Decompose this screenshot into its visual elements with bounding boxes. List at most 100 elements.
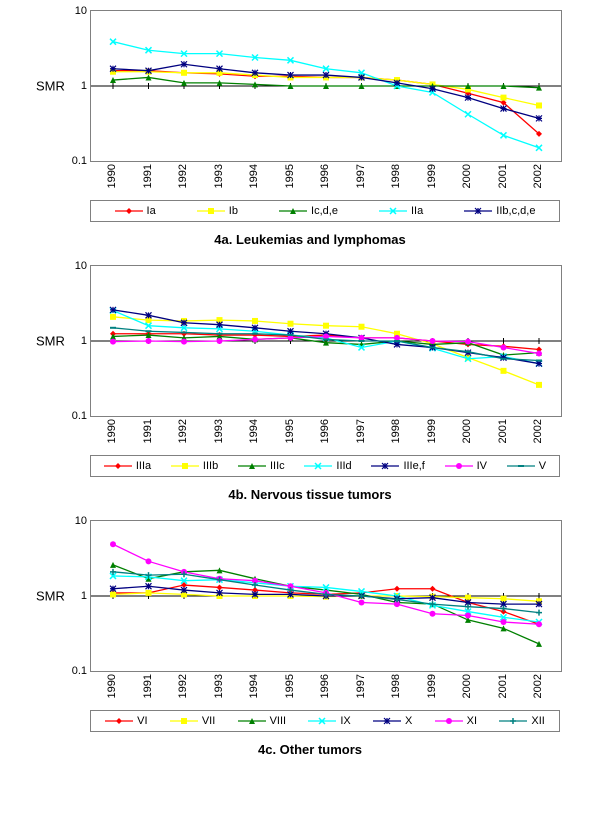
legend-label: XI xyxy=(467,715,477,727)
legend-item: IIIe,f xyxy=(371,460,424,472)
x-tick-label: 1993 xyxy=(213,419,225,443)
legend-label: IIIc xyxy=(270,460,285,472)
x-tick-label: 1990 xyxy=(106,674,118,698)
legend: Ia Ib Ic,d,e IIa IIb,c,d,e xyxy=(90,200,560,222)
x-tick-label: 1993 xyxy=(213,674,225,698)
legend-label: VII xyxy=(202,715,215,727)
x-tick-label: 1996 xyxy=(319,164,331,188)
y-axis-label: SMR xyxy=(36,334,65,349)
legend-label: Ib xyxy=(229,205,238,217)
y-axis-label: SMR xyxy=(36,79,65,94)
x-tick-label: 1998 xyxy=(390,419,402,443)
x-tick-label: 1999 xyxy=(426,419,438,443)
legend-item: XI xyxy=(435,715,477,727)
x-tick-label: 1995 xyxy=(284,419,296,443)
legend-item: X xyxy=(373,715,412,727)
legend-item: IIIc xyxy=(238,460,285,472)
y-axis-label: SMR xyxy=(36,589,65,604)
y-tick-label: 0.1 xyxy=(72,665,91,677)
x-tick-label: 2002 xyxy=(532,674,544,698)
legend-label: IIIe,f xyxy=(403,460,424,472)
x-tick-label: 2001 xyxy=(497,419,509,443)
legend-item: Ia xyxy=(115,205,156,217)
x-tick-label: 1990 xyxy=(106,419,118,443)
chart4c: 0.1110SMR 1990 1991 1992 1993 1994 1995 1996 199… xyxy=(5,520,610,757)
y-tick-label: 10 xyxy=(75,260,91,272)
x-tick-label: 1991 xyxy=(142,674,154,698)
x-tick-label: 2002 xyxy=(532,419,544,443)
legend-item: Ib xyxy=(197,205,238,217)
legend-label: X xyxy=(405,715,412,727)
x-tick-label: 1994 xyxy=(248,164,260,188)
y-tick-label: 1 xyxy=(81,80,91,92)
chart-caption: 4b. Nervous tissue tumors xyxy=(5,487,610,502)
x-tick-label: 1992 xyxy=(177,164,189,188)
legend-item: Ic,d,e xyxy=(279,205,338,217)
legend-item: IIb,c,d,e xyxy=(464,205,535,217)
legend-item: VII xyxy=(170,715,215,727)
chart-plot-area: 0.1110SMR xyxy=(90,520,562,672)
x-tick-label: 2000 xyxy=(461,674,473,698)
y-tick-label: 1 xyxy=(81,335,91,347)
legend-label: IIIa xyxy=(136,460,151,472)
x-tick-label: 1998 xyxy=(390,674,402,698)
chart-caption: 4c. Other tumors xyxy=(5,742,610,757)
x-axis: 1990199119921993199419951996199719981999… xyxy=(90,162,560,200)
x-axis: 1990199119921993199419951996199719981999… xyxy=(90,417,560,455)
legend-label: Ic,d,e xyxy=(311,205,338,217)
legend-item: IV xyxy=(445,460,487,472)
legend-label: IIIb xyxy=(203,460,218,472)
x-tick-label: 1995 xyxy=(284,674,296,698)
chart-plot-area: 0.1110SMR xyxy=(90,265,562,417)
legend-item: VIII xyxy=(238,715,287,727)
x-axis: 1990199119921993199419951996199719981999… xyxy=(90,672,560,710)
y-tick-label: 10 xyxy=(75,515,91,527)
legend-item: IX xyxy=(308,715,350,727)
legend: VI VII VIII IX X XI XII xyxy=(90,710,560,732)
chart4b: 0.1110SMR1990199119921993199419951996199… xyxy=(5,265,610,502)
legend-label: IV xyxy=(477,460,487,472)
legend-label: IX xyxy=(340,715,350,727)
y-tick-label: 0.1 xyxy=(72,155,91,167)
legend-label: V xyxy=(539,460,546,472)
x-tick-label: 2001 xyxy=(497,164,509,188)
x-tick-label: 2002 xyxy=(532,164,544,188)
x-tick-label: 1995 xyxy=(284,164,296,188)
x-tick-label: 2001 xyxy=(497,674,509,698)
x-tick-label: 1996 xyxy=(319,674,331,698)
legend-label: IIa xyxy=(411,205,423,217)
y-tick-label: 0.1 xyxy=(72,410,91,422)
x-tick-label: 1994 xyxy=(248,674,260,698)
x-tick-label: 1999 xyxy=(426,674,438,698)
chart-plot-area: 0.1110SMR xyxy=(90,10,562,162)
legend-label: IIId xyxy=(336,460,351,472)
x-tick-label: 1996 xyxy=(319,419,331,443)
legend-item: VI xyxy=(105,715,147,727)
chart-caption: 4a. Leukemias and lymphomas xyxy=(5,232,610,247)
x-tick-label: 1997 xyxy=(355,419,367,443)
legend: IIIa IIIb IIIc IIId IIIe,f IV V xyxy=(90,455,560,477)
legend-item: IIId xyxy=(304,460,351,472)
legend-item: IIa xyxy=(379,205,423,217)
x-tick-label: 1992 xyxy=(177,674,189,698)
chart4a: 0.1110SMR1990199119921993199419951996199… xyxy=(5,10,610,247)
legend-label: XII xyxy=(531,715,544,727)
legend-label: Ia xyxy=(147,205,156,217)
x-tick-label: 1992 xyxy=(177,419,189,443)
legend-item: IIIb xyxy=(171,460,218,472)
x-tick-label: 2000 xyxy=(461,164,473,188)
legend-label: VI xyxy=(137,715,147,727)
y-tick-label: 10 xyxy=(75,5,91,17)
x-tick-label: 1997 xyxy=(355,164,367,188)
x-tick-label: 1998 xyxy=(390,164,402,188)
legend-item: V xyxy=(507,460,546,472)
x-tick-label: 1991 xyxy=(142,164,154,188)
legend-item: IIIa xyxy=(104,460,151,472)
legend-item: XII xyxy=(499,715,544,727)
legend-label: VIII xyxy=(270,715,287,727)
legend-label: IIb,c,d,e xyxy=(496,205,535,217)
x-tick-label: 2000 xyxy=(461,419,473,443)
y-tick-label: 1 xyxy=(81,590,91,602)
x-tick-label: 1993 xyxy=(213,164,225,188)
x-tick-label: 1999 xyxy=(426,164,438,188)
